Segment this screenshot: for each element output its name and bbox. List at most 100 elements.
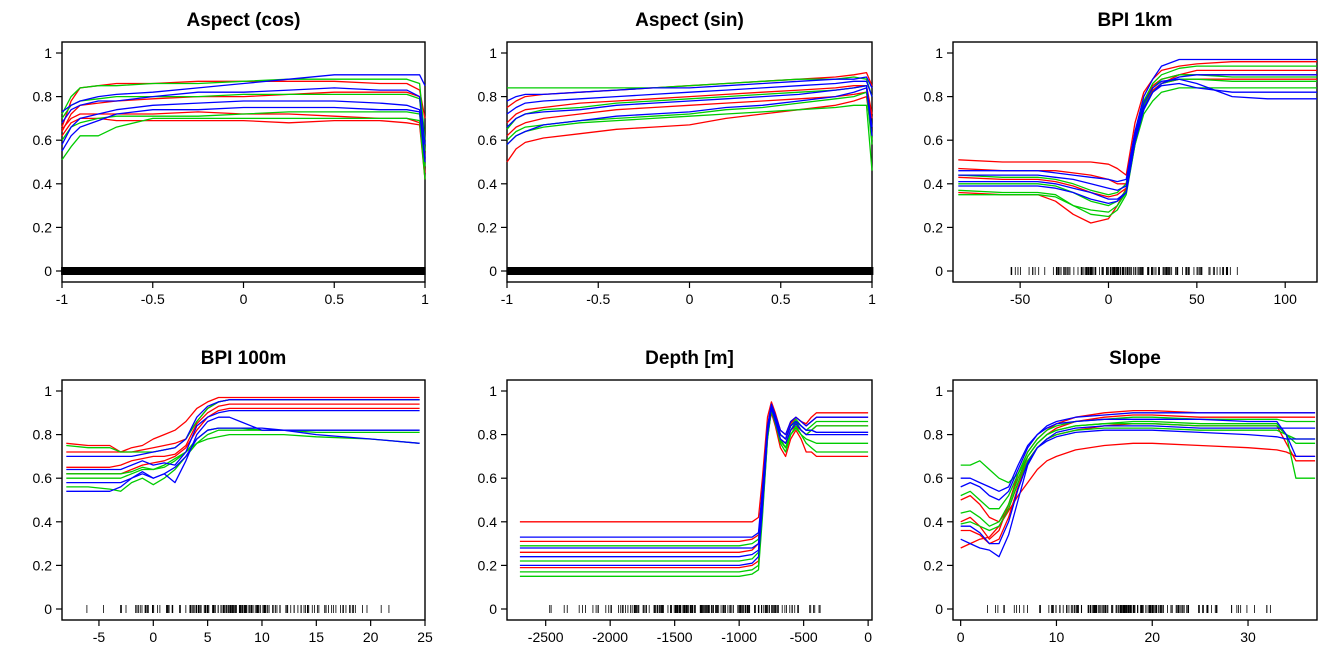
- series-group: [61, 74, 426, 180]
- rug-marks: [549, 605, 821, 613]
- x-tick-label: -1500: [657, 629, 693, 645]
- y-tick-label: 0.2: [33, 219, 53, 235]
- y-tick-label: 1: [44, 383, 52, 399]
- series-line-7: [506, 91, 873, 145]
- series-line-10: [960, 418, 1316, 492]
- rug-band: [62, 267, 425, 275]
- y-tick-label: 0.2: [478, 557, 498, 573]
- x-tick-label: 10: [1049, 629, 1065, 645]
- series-line-6: [66, 399, 420, 453]
- x-tick-label: -0.5: [586, 291, 610, 307]
- y-tick-label: 1: [935, 383, 943, 399]
- y-tick-label: 1: [489, 383, 497, 399]
- plot-frame: [61, 41, 426, 283]
- series-line-0: [66, 396, 420, 453]
- series-line-11: [519, 403, 869, 538]
- y-tick-label: 0: [489, 601, 497, 617]
- x-tick-label: 100: [1274, 291, 1298, 307]
- x-tick-label: 50: [1189, 291, 1205, 307]
- series-line-1: [66, 403, 420, 468]
- x-tick-label: -2500: [528, 629, 564, 645]
- series-line-8: [960, 425, 1316, 558]
- rug-band: [507, 267, 872, 275]
- y-tick-label: 0: [489, 263, 497, 279]
- rug-marks: [61, 267, 426, 275]
- x-tick-label: 0: [1105, 291, 1113, 307]
- y-tick-label: 0.2: [924, 219, 944, 235]
- x-tick-label: 5: [204, 629, 212, 645]
- panel-title: BPI 100m: [201, 348, 287, 369]
- series-line-4: [507, 76, 873, 97]
- rug-marks: [86, 605, 390, 613]
- y-tick-label: 1: [489, 45, 497, 61]
- x-tick-label: 20: [363, 629, 379, 645]
- series-line-3: [958, 78, 1317, 198]
- series-line-5: [506, 104, 873, 171]
- panel-title: Aspect (sin): [635, 10, 744, 31]
- series-line-10: [61, 74, 426, 113]
- series-line-5: [519, 407, 869, 562]
- rug-marks: [987, 605, 1271, 613]
- series-line-9: [519, 407, 869, 567]
- x-tick-label: 0: [240, 291, 248, 307]
- plot-frame: [952, 41, 1318, 283]
- series-line-10: [519, 405, 869, 549]
- series-line-1: [506, 85, 873, 124]
- series-line-7: [519, 409, 869, 573]
- y-tick-label: 0: [935, 263, 943, 279]
- x-tick-label: -1000: [721, 629, 757, 645]
- x-tick-label: 1: [868, 291, 876, 307]
- series-line-4: [61, 117, 426, 180]
- plot-frame: [61, 379, 426, 621]
- series-line-1: [61, 91, 426, 158]
- y-tick-label: 1: [935, 45, 943, 61]
- y-tick-label: 0.8: [478, 427, 498, 443]
- y-tick-label: 0.2: [33, 557, 53, 573]
- series-line-10: [66, 409, 420, 471]
- panel-title: Aspect (cos): [186, 10, 300, 31]
- x-tick-label: -0.5: [141, 291, 165, 307]
- series-line-0: [960, 442, 1316, 549]
- y-tick-label: 0.2: [924, 557, 944, 573]
- series-line-2: [519, 412, 869, 553]
- series-line-11: [506, 85, 873, 128]
- x-tick-label: -2000: [592, 629, 628, 645]
- x-tick-label: 15: [309, 629, 325, 645]
- series-line-7: [66, 433, 420, 475]
- rug-marks: [1010, 267, 1238, 275]
- x-tick-label: 0.5: [771, 291, 791, 307]
- series-line-8: [506, 87, 873, 146]
- series-line-1: [958, 69, 1317, 224]
- series-group: [519, 401, 869, 577]
- x-tick-label: 0: [686, 291, 694, 307]
- series-line-4: [519, 407, 869, 577]
- panel-title: Slope: [1109, 348, 1161, 369]
- series-line-2: [506, 71, 873, 109]
- panel-title: BPI 1km: [1098, 10, 1173, 31]
- x-tick-label: -50: [1010, 291, 1030, 307]
- series-group: [506, 71, 873, 171]
- panel-1: Aspect (sin) 0 0.2 0.4 0.6 0.8 1 -1 -0.5 0 0.5 1: [478, 10, 877, 307]
- x-tick-label: -5: [93, 629, 106, 645]
- y-tick-label: 0: [44, 601, 52, 617]
- y-tick-label: 0.6: [478, 132, 498, 148]
- x-tick-label: 0.5: [325, 291, 345, 307]
- series-line-3: [61, 117, 426, 180]
- series-line-3: [66, 399, 420, 453]
- y-tick-label: 0: [44, 263, 52, 279]
- series-line-8: [958, 58, 1317, 183]
- series-line-9: [61, 87, 426, 145]
- y-tick-label: 0.6: [924, 132, 944, 148]
- series-group: [66, 396, 420, 492]
- x-tick-label: -1: [56, 291, 69, 307]
- y-tick-label: 0.2: [478, 219, 498, 235]
- series-line-3: [519, 403, 869, 569]
- series-line-4: [958, 78, 1317, 218]
- series-line-11: [61, 100, 426, 158]
- x-tick-label: 0: [864, 629, 872, 645]
- panel-4: Depth [m] 0 0.2 0.4 0.6 0.8 1 -2500 -2000 -1500 -1…: [478, 348, 873, 645]
- x-tick-label: -500: [790, 629, 818, 645]
- series-line-9: [506, 80, 873, 115]
- series-line-11: [958, 74, 1317, 205]
- series-line-8: [61, 106, 426, 163]
